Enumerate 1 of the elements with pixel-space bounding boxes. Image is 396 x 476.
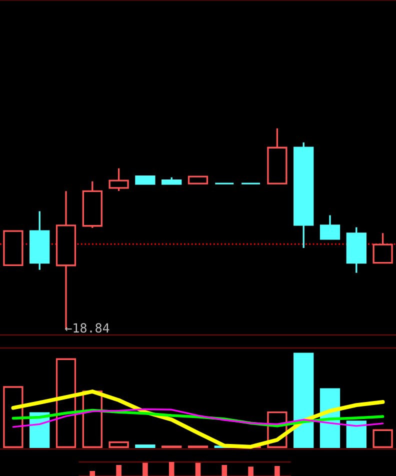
annotation: ←18.84 [65,323,110,333]
